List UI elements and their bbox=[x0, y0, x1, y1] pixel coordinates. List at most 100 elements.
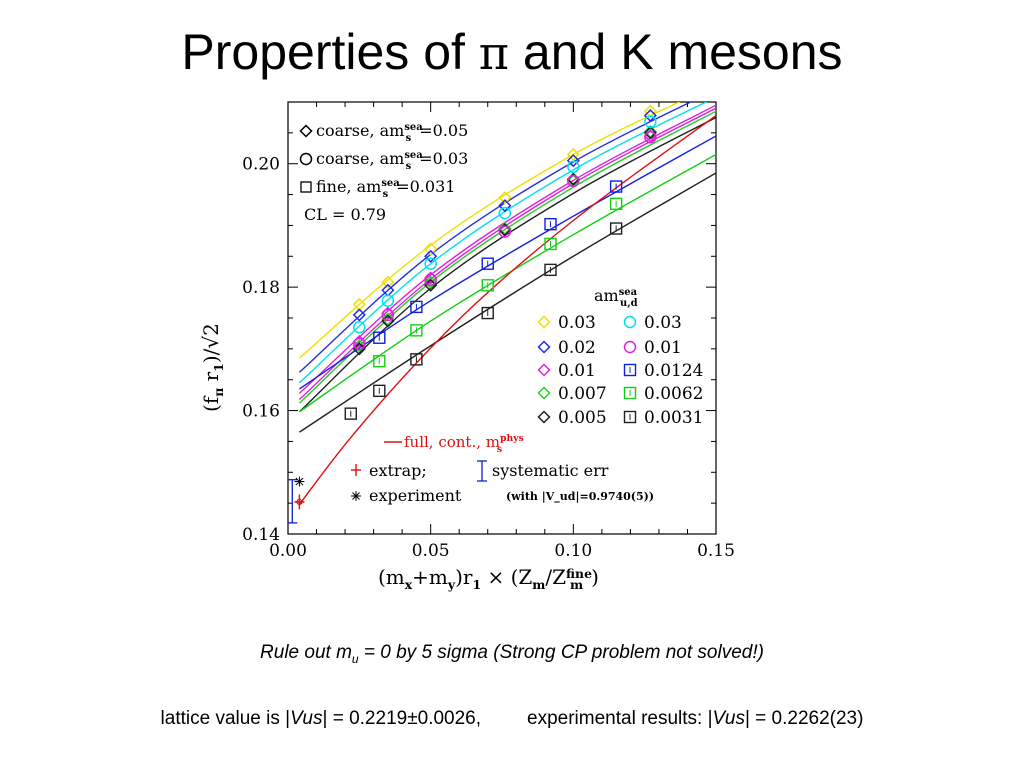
legend-fine: fine, amsea s =0.031 bbox=[316, 177, 455, 200]
experiment-point bbox=[295, 477, 304, 486]
data-point-diamond-1 bbox=[424, 249, 438, 263]
data-point-diamond-1 bbox=[566, 154, 580, 168]
data-point-diamond-1 bbox=[643, 109, 657, 123]
data-point-circle-5 bbox=[498, 206, 512, 220]
data-point-circle-5 bbox=[644, 115, 657, 128]
legend-entry-label: 0.0062 bbox=[644, 384, 703, 404]
legend-entry-label: 0.005 bbox=[558, 408, 607, 428]
title-text: Properties of bbox=[181, 24, 479, 80]
legend-marker-coarse-005 bbox=[299, 124, 313, 138]
data-point-square-7 bbox=[373, 331, 386, 344]
caption-text-end: = 0 by 5 sigma (Strong CP problem not so… bbox=[358, 642, 764, 663]
legend-title: amsea u,d bbox=[594, 286, 638, 309]
data-point-diamond-3 bbox=[381, 312, 395, 326]
data-point-square-7 bbox=[481, 257, 494, 270]
extrapolated-point-center bbox=[296, 498, 303, 506]
data-point-square-8 bbox=[410, 324, 423, 337]
data-point-square-7 bbox=[410, 300, 423, 314]
title-text-end: and K mesons bbox=[509, 24, 843, 80]
data-point-circle-5 bbox=[353, 321, 366, 334]
fit-line-square-9 bbox=[299, 172, 716, 433]
data-point-circle-5 bbox=[567, 160, 580, 174]
fit-line-diamond-4 bbox=[298, 116, 716, 413]
legend-entry-label: 0.0031 bbox=[644, 408, 703, 428]
legend-coarse-003: coarse, amsea s =0.03 bbox=[316, 149, 468, 172]
data-point-square-9 bbox=[544, 263, 557, 277]
data-point-square-9 bbox=[344, 407, 357, 420]
data-point-square-8 bbox=[609, 197, 623, 211]
data-point-square-8 bbox=[481, 279, 494, 292]
meson-decay-constant-chart: 0.00 0.05 0.10 0.15 0.14 0.16 0.18 0.20 (mx+my)r… bbox=[199, 101, 735, 592]
legend-marker-0 bbox=[537, 315, 551, 329]
legend-experiment: experiment bbox=[369, 486, 462, 505]
legend-marker-8 bbox=[623, 386, 637, 400]
legend-entry-label: 0.03 bbox=[644, 313, 682, 333]
legend-cl: CL = 0.79 bbox=[304, 205, 386, 224]
x-axis-label: (mx+my)r1 × (Zm/Zfine m) bbox=[378, 565, 599, 592]
legend-entry-label: 0.01 bbox=[644, 338, 682, 358]
lattice-value: | = 0.2219±0.0026, bbox=[322, 708, 482, 729]
slide-caption: Rule out mu = 0 by 5 sigma (Strong CP pr… bbox=[0, 642, 1024, 666]
full-continuum-curve bbox=[298, 115, 716, 505]
data-point-square-9 bbox=[481, 306, 494, 320]
data-point-circle-5 bbox=[424, 257, 437, 270]
legend-marker-4 bbox=[537, 410, 551, 424]
legend-marker-fine bbox=[300, 181, 312, 193]
x-tick-label: 0.10 bbox=[554, 541, 592, 561]
y-tick-label: 0.20 bbox=[242, 155, 280, 175]
legend-entry-label: 0.007 bbox=[558, 384, 607, 404]
legend-marker-7 bbox=[623, 363, 637, 377]
data-point-diamond-1 bbox=[498, 199, 512, 213]
legend-full-continuum: full, cont., mphys s bbox=[404, 433, 524, 455]
data-point-circle-6 bbox=[381, 308, 395, 322]
legend-marker-experiment bbox=[352, 492, 360, 500]
legend-marker-6 bbox=[623, 340, 637, 354]
data-point-diamond-3 bbox=[424, 275, 438, 289]
data-point-diamond-1 bbox=[352, 308, 366, 322]
data-point-circle-6 bbox=[424, 273, 437, 286]
slide-title: Properties of π and K mesons bbox=[0, 22, 1024, 83]
y-axis-label: (fπ r1)/√2 bbox=[199, 323, 226, 412]
slide-footer: lattice value is |Vus| = 0.2219±0.0026, e… bbox=[0, 708, 1024, 730]
legend-marker-9 bbox=[623, 410, 637, 424]
data-point-square-7 bbox=[544, 217, 557, 231]
x-tick-label: 0.15 bbox=[697, 541, 735, 561]
data-point-diamond-3 bbox=[643, 125, 657, 139]
data-point-square-9 bbox=[410, 353, 423, 366]
caption-subscript: u bbox=[351, 651, 359, 666]
legend-systematic-err: systematic err bbox=[492, 461, 609, 480]
legend-vud-note: (with |V_ud|=0.9740(5)) bbox=[506, 490, 654, 504]
fit-line-square-7 bbox=[299, 135, 716, 390]
data-point-square-7 bbox=[609, 180, 623, 193]
legend-entry-label: 0.0124 bbox=[644, 361, 703, 381]
data-point-diamond-0 bbox=[566, 147, 580, 162]
data-point-diamond-3 bbox=[352, 339, 366, 353]
caption-text: Rule out m bbox=[260, 642, 352, 663]
data-point-diamond-0 bbox=[424, 242, 438, 256]
fit-line-diamond-1 bbox=[298, 102, 693, 373]
data-point-diamond-0 bbox=[381, 275, 395, 289]
data-point-square-9 bbox=[373, 384, 386, 398]
data-point-circle-6 bbox=[498, 225, 512, 238]
data-point-circle-6 bbox=[353, 337, 366, 351]
legend-coarse-005: coarse, amsea s =0.05 bbox=[316, 121, 468, 144]
data-point-square-8 bbox=[544, 237, 557, 251]
fit-line-square-8 bbox=[299, 153, 716, 413]
lattice-vus: Vus bbox=[290, 708, 323, 729]
y-tick-label: 0.16 bbox=[242, 402, 280, 422]
legend-marker-1 bbox=[537, 340, 551, 354]
legend-entry-label: 0.03 bbox=[558, 313, 596, 333]
y-tick-label: 0.14 bbox=[242, 525, 280, 545]
legend-entry-label: 0.02 bbox=[558, 338, 596, 358]
lattice-label: lattice value is | bbox=[160, 708, 291, 729]
x-tick-label: 0.00 bbox=[269, 541, 307, 561]
legend-marker-3 bbox=[537, 386, 551, 400]
data-point-diamond-4 bbox=[643, 126, 657, 140]
data-point-circle-6 bbox=[567, 174, 580, 188]
y-tick-label: 0.18 bbox=[242, 278, 280, 298]
experiment-label: experimental results: | bbox=[527, 708, 713, 729]
data-point-circle-5 bbox=[381, 294, 395, 307]
x-tick-label: 0.05 bbox=[412, 541, 450, 561]
legend-marker-coarse-003 bbox=[299, 152, 313, 166]
legend-marker-2 bbox=[537, 363, 551, 377]
